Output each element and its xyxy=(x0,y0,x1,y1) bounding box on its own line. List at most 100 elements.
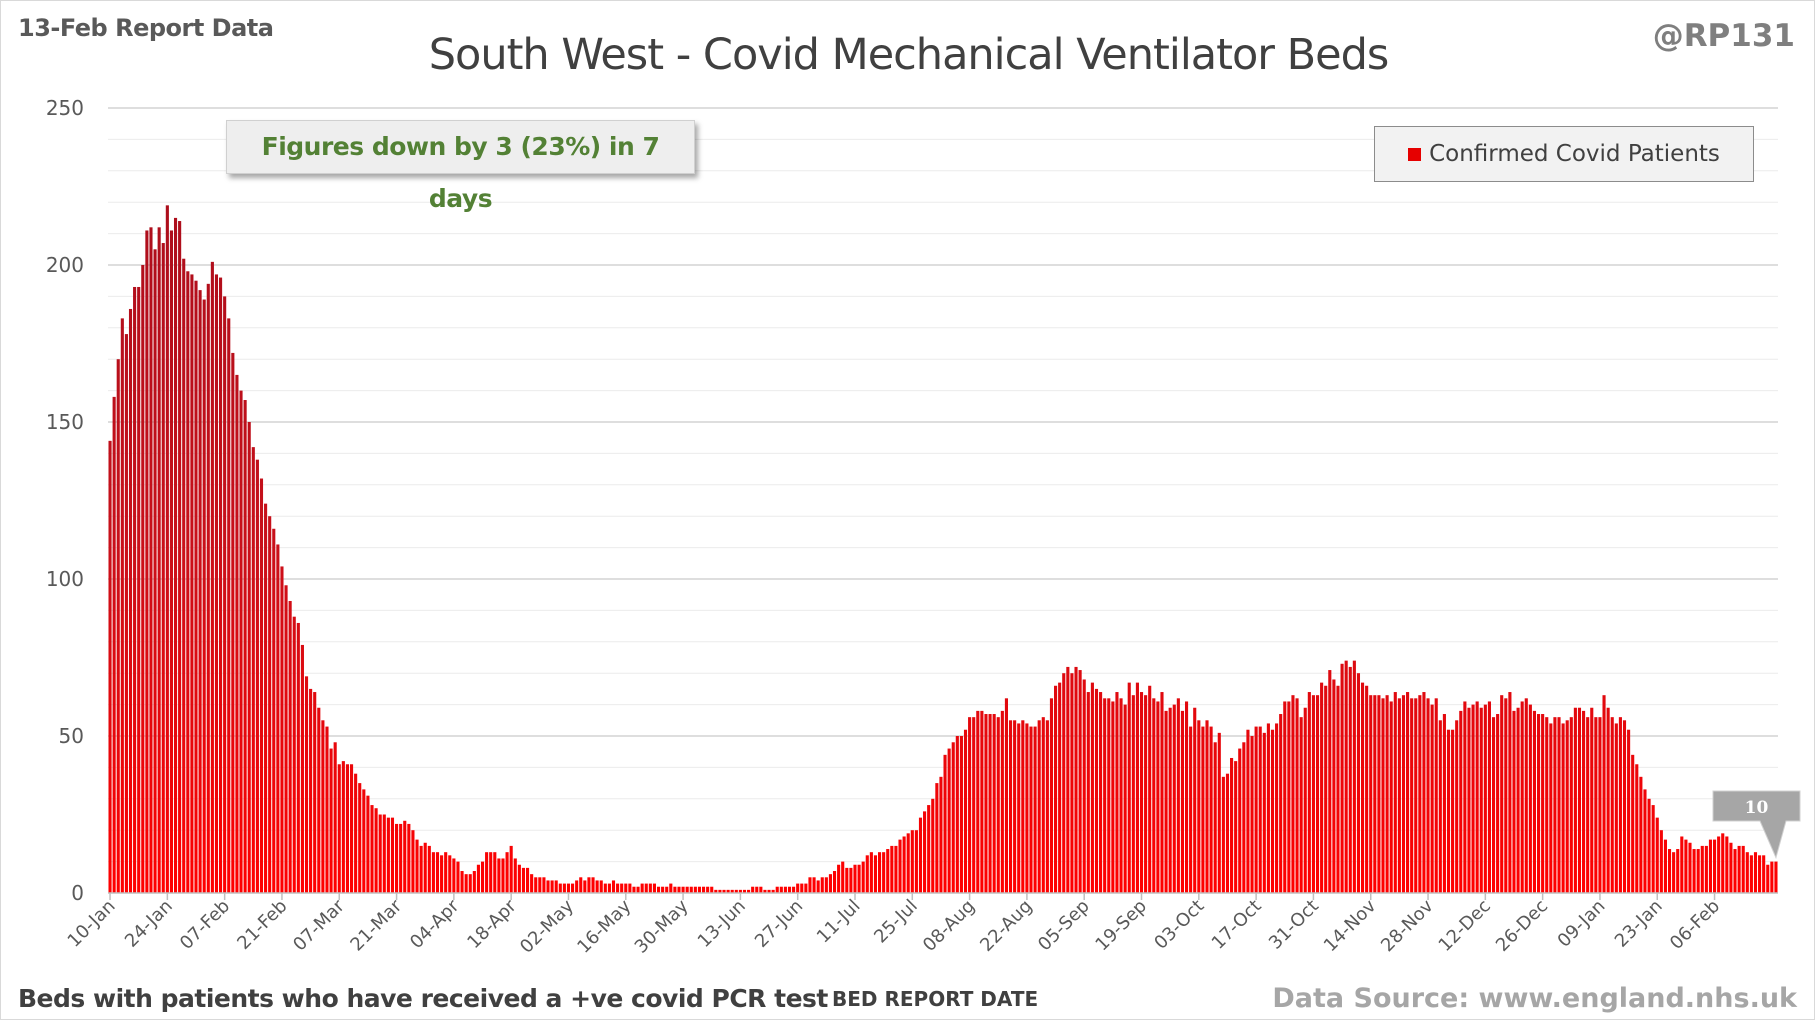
bar xyxy=(1721,833,1725,893)
bar xyxy=(923,811,927,893)
bar xyxy=(886,849,890,893)
bar xyxy=(816,880,820,893)
bar xyxy=(1377,695,1381,893)
x-tick-label: 21-Feb xyxy=(233,896,291,954)
bar xyxy=(1315,695,1320,893)
bar xyxy=(1049,698,1054,893)
bar xyxy=(1438,720,1442,893)
bar xyxy=(407,823,411,893)
bar xyxy=(341,761,345,893)
bar xyxy=(599,880,603,893)
bar xyxy=(1577,707,1582,893)
bar xyxy=(374,808,378,893)
bar xyxy=(276,544,280,893)
bar xyxy=(595,880,599,893)
bar xyxy=(583,880,587,893)
x-tick-label: 04-Apr xyxy=(406,895,464,953)
bar xyxy=(480,861,485,893)
bar xyxy=(1692,849,1696,893)
bar xyxy=(542,877,546,893)
bar xyxy=(304,676,309,893)
chart-title: South West - Covid Mechanical Ventilator… xyxy=(428,30,1390,80)
bar xyxy=(1311,695,1315,893)
bar xyxy=(1659,830,1663,893)
bar xyxy=(1270,729,1275,893)
bar xyxy=(1127,682,1131,893)
bar xyxy=(894,845,898,893)
bar xyxy=(980,710,984,893)
bar xyxy=(362,789,366,893)
bar xyxy=(525,867,530,893)
bar xyxy=(1389,701,1393,893)
bar xyxy=(1287,701,1291,893)
bar xyxy=(239,390,243,893)
bar xyxy=(1655,817,1659,893)
bar xyxy=(779,886,783,893)
bar xyxy=(939,776,943,893)
x-tick-label: 02-May xyxy=(516,895,578,957)
bar xyxy=(1463,701,1467,893)
bar xyxy=(460,871,464,893)
bar xyxy=(706,886,710,893)
bar xyxy=(636,886,640,893)
bar xyxy=(1614,723,1618,893)
bar xyxy=(869,852,873,893)
bar xyxy=(1197,720,1201,893)
legend-label: Confirmed Covid Patients xyxy=(1429,141,1720,167)
bar xyxy=(963,729,968,893)
bar xyxy=(620,883,624,893)
bar xyxy=(1770,861,1774,893)
bar xyxy=(219,277,223,893)
bar xyxy=(1164,710,1168,893)
bar xyxy=(1107,698,1111,893)
x-tick-label: 17-Oct xyxy=(1208,896,1266,954)
x-tick-label: 30-May xyxy=(631,895,693,957)
y-tick-label: 150 xyxy=(46,410,84,434)
bar xyxy=(992,714,996,893)
bar xyxy=(1557,717,1561,893)
bar xyxy=(1041,717,1045,893)
bar xyxy=(1225,773,1230,893)
bar xyxy=(648,883,652,893)
bar xyxy=(1397,698,1401,893)
bar xyxy=(1246,729,1250,893)
bar xyxy=(1000,710,1004,893)
bar xyxy=(787,886,792,893)
bar xyxy=(701,886,706,893)
bar xyxy=(918,817,923,893)
bar xyxy=(972,717,976,893)
bar xyxy=(157,227,161,893)
bar xyxy=(1360,682,1365,893)
bar xyxy=(1594,717,1598,893)
bar xyxy=(1156,701,1160,893)
x-tick-label: 12-Dec xyxy=(1435,896,1495,956)
bar xyxy=(808,877,812,893)
bar xyxy=(1168,707,1172,893)
bar xyxy=(927,805,931,893)
bar xyxy=(837,864,841,893)
x-tick-label: 05-Sep xyxy=(1034,896,1094,956)
bar xyxy=(1139,692,1144,893)
bar xyxy=(1099,692,1103,893)
x-tick-label: 28-Nov xyxy=(1377,895,1438,956)
bar xyxy=(255,459,259,893)
bar xyxy=(1352,660,1356,893)
bar xyxy=(1078,670,1082,893)
bar xyxy=(268,516,272,893)
bar xyxy=(988,714,992,893)
bar xyxy=(1676,849,1680,893)
bar xyxy=(1631,754,1635,893)
bar xyxy=(354,773,358,893)
bar xyxy=(616,883,620,893)
bar xyxy=(1193,707,1197,893)
bar xyxy=(1283,701,1287,893)
bar xyxy=(1688,842,1692,893)
bar xyxy=(1598,717,1602,893)
bar xyxy=(153,249,157,894)
x-tick-label: 07-Mar xyxy=(289,895,349,955)
bar xyxy=(1090,682,1094,893)
bar xyxy=(1708,839,1713,893)
bar xyxy=(1275,723,1279,893)
bar xyxy=(194,280,198,893)
bar xyxy=(345,764,350,893)
